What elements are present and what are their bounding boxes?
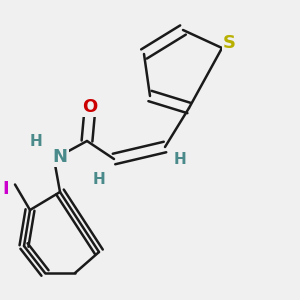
- Text: S: S: [223, 34, 236, 52]
- Text: O: O: [82, 98, 98, 116]
- Text: H: H: [93, 172, 105, 188]
- Text: I: I: [3, 180, 9, 198]
- Text: H: H: [174, 152, 186, 166]
- Text: H: H: [30, 134, 42, 148]
- Text: N: N: [52, 148, 68, 166]
